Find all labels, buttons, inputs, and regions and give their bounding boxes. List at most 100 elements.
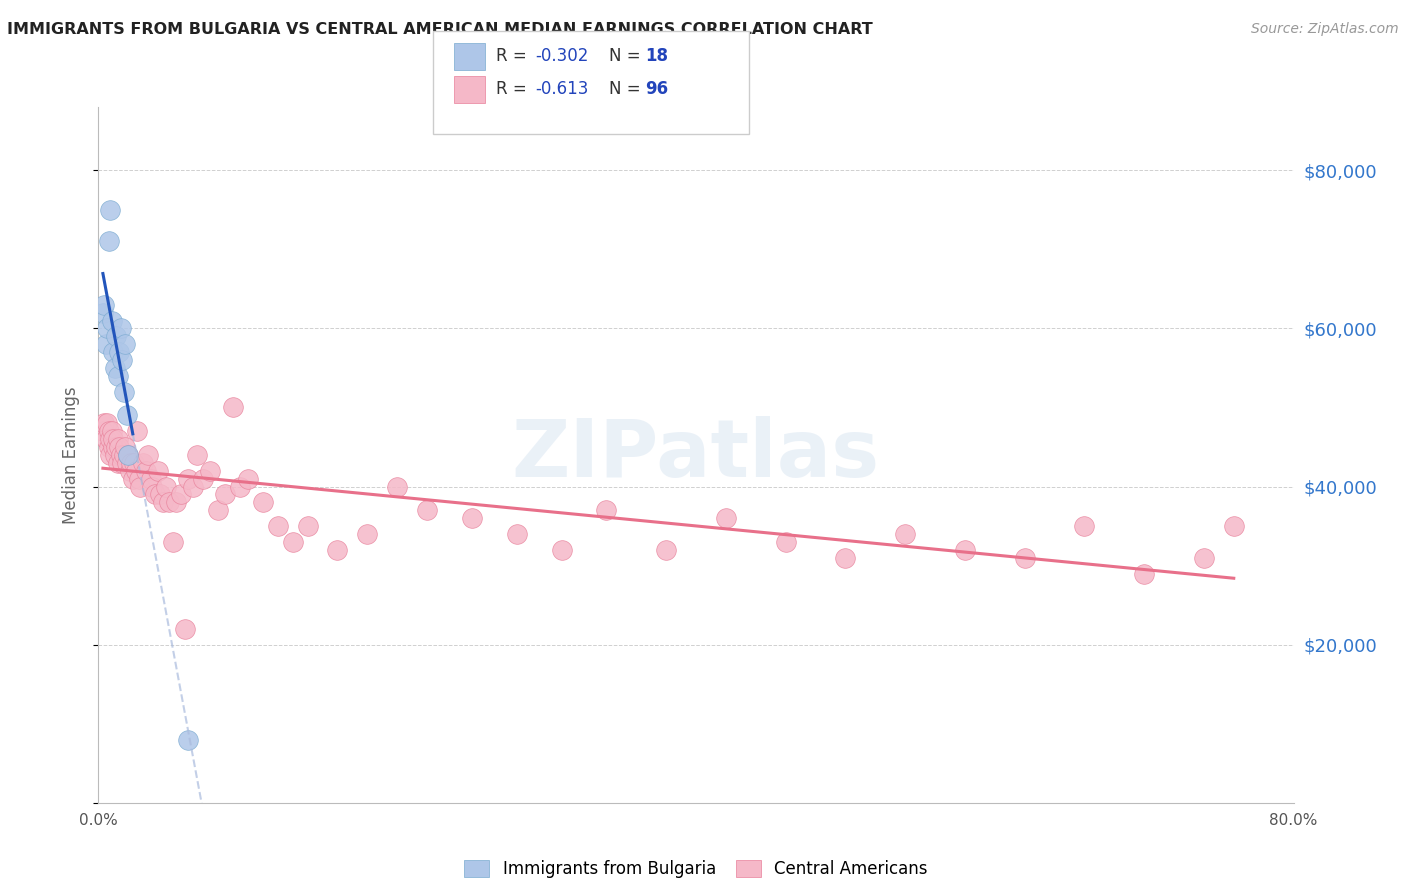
Point	[281, 534, 304, 549]
Point	[267, 519, 290, 533]
Point	[104, 448, 127, 462]
Point	[385, 479, 409, 493]
Point	[186, 448, 208, 462]
Point	[114, 337, 136, 351]
Point	[98, 432, 122, 446]
Text: N =: N =	[609, 47, 645, 65]
Point	[124, 456, 146, 470]
Point	[114, 440, 136, 454]
Point	[1073, 519, 1095, 533]
Point	[98, 202, 122, 217]
Point	[94, 432, 117, 446]
Point	[775, 534, 797, 549]
Point	[174, 622, 197, 636]
Point	[93, 298, 115, 312]
Point	[135, 464, 157, 478]
Point	[416, 503, 439, 517]
Point	[108, 345, 131, 359]
Point	[655, 542, 678, 557]
Point	[104, 361, 127, 376]
Point	[127, 424, 149, 438]
Point	[595, 503, 617, 517]
Point	[297, 519, 319, 533]
Point	[169, 487, 191, 501]
Point	[94, 337, 117, 351]
Point	[111, 456, 134, 470]
Point	[155, 479, 177, 493]
Point	[139, 472, 162, 486]
Point	[152, 495, 174, 509]
Point	[121, 472, 143, 486]
Point	[112, 448, 135, 462]
Point	[108, 440, 131, 454]
Point	[118, 464, 141, 478]
Point	[117, 448, 139, 462]
Text: ZIPatlas: ZIPatlas	[512, 416, 880, 494]
Point	[96, 417, 118, 431]
Point	[96, 321, 118, 335]
Text: -0.302: -0.302	[536, 47, 589, 65]
Point	[1192, 550, 1215, 565]
Point	[110, 448, 132, 462]
Point	[200, 464, 222, 478]
Point	[111, 353, 134, 368]
Point	[128, 472, 150, 486]
Point	[120, 456, 142, 470]
Point	[229, 479, 252, 493]
Point	[1133, 566, 1156, 581]
Text: R =: R =	[496, 80, 533, 98]
Point	[177, 732, 200, 747]
Point	[207, 503, 229, 517]
Point	[356, 527, 378, 541]
Point	[149, 487, 172, 501]
Point	[894, 527, 917, 541]
Point	[91, 305, 114, 319]
Point	[252, 495, 274, 509]
Text: N =: N =	[609, 80, 645, 98]
Point	[165, 495, 187, 509]
Text: Source: ZipAtlas.com: Source: ZipAtlas.com	[1251, 22, 1399, 37]
Point	[129, 479, 152, 493]
Point	[1223, 519, 1246, 533]
Point	[326, 542, 349, 557]
Point	[93, 417, 115, 431]
Text: 18: 18	[645, 47, 668, 65]
Y-axis label: Median Earnings: Median Earnings	[62, 386, 80, 524]
Point	[834, 550, 856, 565]
Point	[141, 479, 163, 493]
Legend: Immigrants from Bulgaria, Central Americans: Immigrants from Bulgaria, Central Americ…	[457, 854, 935, 885]
Point	[191, 472, 214, 486]
Point	[105, 440, 128, 454]
Point	[110, 321, 132, 335]
Point	[101, 424, 124, 438]
Point	[222, 401, 245, 415]
Point	[97, 235, 120, 249]
Point	[132, 456, 155, 470]
Point	[105, 329, 128, 343]
Point	[177, 472, 200, 486]
Point	[953, 542, 976, 557]
Point	[550, 542, 572, 557]
Point	[461, 511, 484, 525]
Point	[101, 313, 124, 327]
Point	[125, 464, 148, 478]
Point	[1014, 550, 1036, 565]
Point	[112, 384, 135, 399]
Text: IMMIGRANTS FROM BULGARIA VS CENTRAL AMERICAN MEDIAN EARNINGS CORRELATION CHART: IMMIGRANTS FROM BULGARIA VS CENTRAL AMER…	[7, 22, 873, 37]
Point	[117, 448, 139, 462]
Point	[148, 464, 170, 478]
Point	[181, 479, 204, 493]
Point	[103, 440, 125, 454]
Text: -0.613: -0.613	[536, 80, 589, 98]
Point	[107, 456, 129, 470]
Point	[162, 534, 184, 549]
Point	[136, 448, 159, 462]
Point	[97, 424, 120, 438]
Point	[143, 487, 166, 501]
Point	[157, 495, 180, 509]
Point	[91, 424, 114, 438]
Point	[107, 432, 129, 446]
Point	[98, 448, 122, 462]
Point	[236, 472, 259, 486]
Point	[506, 527, 529, 541]
